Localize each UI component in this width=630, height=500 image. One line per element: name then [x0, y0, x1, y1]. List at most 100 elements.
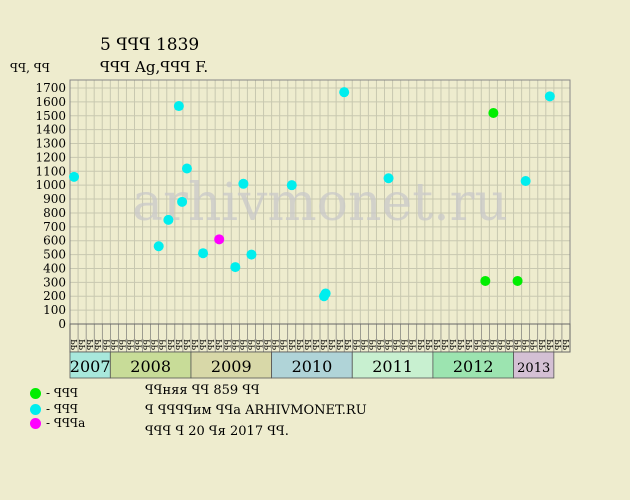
- year-label: 2012: [453, 357, 494, 376]
- data-point: [69, 171, 80, 182]
- month-label: ꟼꟼ: [393, 339, 402, 350]
- info-line-3: ꟼꟼꟼ ꟼ 20 ꟼя 2017 ꟼꟼ.: [145, 424, 289, 439]
- y-tick-label: 1000: [35, 178, 66, 192]
- year-label: 2009: [211, 357, 252, 376]
- data-point: [181, 163, 192, 174]
- year-band: [513, 351, 555, 379]
- y-tick-label: 1500: [35, 109, 66, 123]
- data-point: [214, 234, 225, 245]
- month-label: ꟼꟼ: [465, 339, 474, 350]
- month-label: ꟼꟼ: [264, 339, 273, 350]
- month-label: ꟼꟼ: [546, 339, 555, 350]
- month-label: ꟼꟼ: [183, 339, 192, 350]
- data-point: [383, 173, 394, 184]
- month-label: ꟼꟼ: [304, 339, 313, 350]
- month-label: ꟼꟼ: [344, 339, 353, 350]
- y-tick-label: 900: [43, 192, 66, 206]
- month-labels: ꟼꟼ ꟼꟼ ꟼꟼ ꟼꟼ ꟼꟼ ꟼꟼ ꟼꟼ ꟼꟼ ꟼꟼ ꟼꟼ ꟼꟼ ꟼꟼ ꟼꟼ ꟼꟼ ꟼꟼ ꟼꟼ ꟼꟼ ꟼꟼ ꟼꟼ ꟼꟼ…: [69, 323, 571, 353]
- data-point: [163, 214, 174, 225]
- month-label: ꟼꟼ: [199, 339, 208, 350]
- data-point: [198, 248, 209, 259]
- month-label: ꟼꟼ: [449, 339, 458, 350]
- data-point: [512, 275, 523, 286]
- month-label: ꟼꟼ: [457, 339, 466, 350]
- year-band: [432, 351, 514, 379]
- month-label: ꟼꟼ: [473, 339, 482, 350]
- month-label: ꟼꟼ: [159, 339, 168, 350]
- month-label: ꟼꟼ: [118, 339, 127, 350]
- legend-item-green: - ꟼꟼꟼ: [30, 386, 78, 400]
- y-tick-label: 300: [43, 275, 66, 289]
- month-label: ꟼꟼ: [102, 339, 111, 350]
- month-label: ꟼꟼ: [385, 339, 394, 350]
- green-dot-icon: [30, 387, 41, 399]
- legend-label: - ꟼꟼꟼ: [46, 402, 79, 416]
- month-label: ꟼꟼ: [506, 339, 515, 350]
- month-label: ꟼꟼ: [231, 339, 240, 350]
- data-point: [320, 288, 331, 299]
- data-point: [230, 262, 241, 273]
- month-label: ꟼꟼ: [151, 339, 160, 350]
- month-label: ꟼꟼ: [489, 339, 498, 350]
- info-line-2: ꟼ ꟼꟼꟼꟼим ꟼꟼa ARHIVMONET.RU: [145, 403, 367, 418]
- month-label: ꟼꟼ: [135, 339, 144, 350]
- month-label: ꟼꟼ: [78, 339, 87, 350]
- month-label: ꟼꟼ: [538, 339, 547, 350]
- data-point: [246, 249, 257, 260]
- month-label: ꟼꟼ: [554, 339, 563, 350]
- y-tick-label: 1200: [35, 150, 66, 164]
- month-label: ꟼꟼ: [143, 339, 152, 350]
- year-band: [271, 351, 353, 379]
- year-band: [69, 351, 111, 379]
- month-label: ꟼꟼ: [239, 339, 248, 350]
- chart-subtitle: ꟼꟼꟼ Ag,ꟼꟼꟼ F.: [100, 58, 208, 76]
- month-label: ꟼꟼ: [417, 339, 426, 350]
- year-band: [351, 351, 434, 379]
- year-label: 2013: [517, 361, 550, 376]
- month-label: ꟼꟼ: [256, 339, 265, 350]
- info-line-1: ꟼꟼняя ꟼꟼ 859 ꟼꟼ: [145, 383, 260, 398]
- year-label: 2010: [292, 357, 333, 376]
- legend-item-cyan: - ꟼꟼꟼ: [30, 402, 78, 416]
- y-tick-label: 100: [43, 303, 66, 317]
- month-label: ꟼꟼ: [312, 339, 321, 350]
- month-label: ꟼꟼ: [409, 339, 418, 350]
- month-label: ꟼꟼ: [215, 339, 224, 350]
- data-point: [520, 176, 531, 187]
- watermark: arhivmonet.ru: [132, 173, 508, 233]
- month-label: ꟼꟼ: [247, 339, 256, 350]
- year-label: 2011: [372, 357, 413, 376]
- y-tick-label: 1100: [35, 164, 66, 178]
- month-label: ꟼꟼ: [126, 339, 135, 350]
- cyan-dot-icon: [30, 403, 41, 415]
- data-point: [544, 91, 555, 102]
- y-tick-label: 600: [43, 234, 66, 248]
- data-point: [173, 101, 184, 112]
- data-point: [153, 241, 164, 252]
- month-label: ꟼꟼ: [522, 339, 531, 350]
- y-tick-label: 1300: [35, 137, 66, 151]
- year-band: [109, 351, 192, 379]
- y-tick-label: 1400: [35, 123, 66, 137]
- month-label: ꟼꟼ: [167, 339, 176, 350]
- month-label: ꟼꟼ: [425, 339, 434, 350]
- month-label: ꟼꟼ: [441, 339, 450, 350]
- month-label: ꟼꟼ: [328, 339, 337, 350]
- month-label: ꟼꟼ: [288, 339, 297, 350]
- y-tick-label: 800: [43, 206, 66, 220]
- y-tick-label: 700: [43, 220, 66, 234]
- month-label: ꟼꟼ: [70, 339, 79, 350]
- month-label: ꟼꟼ: [207, 339, 216, 350]
- data-points: [69, 87, 555, 302]
- month-label: ꟼꟼ: [223, 339, 232, 350]
- month-label: ꟼꟼ: [191, 339, 200, 350]
- month-label: ꟼꟼ: [530, 339, 539, 350]
- month-label: ꟼꟼ: [433, 339, 442, 350]
- y-tick-label: 500: [43, 248, 66, 262]
- month-label: ꟼꟼ: [376, 339, 385, 350]
- data-point: [238, 178, 249, 189]
- month-label: ꟼꟼ: [296, 339, 305, 350]
- data-point: [480, 275, 491, 286]
- month-label: ꟼꟼ: [110, 339, 119, 350]
